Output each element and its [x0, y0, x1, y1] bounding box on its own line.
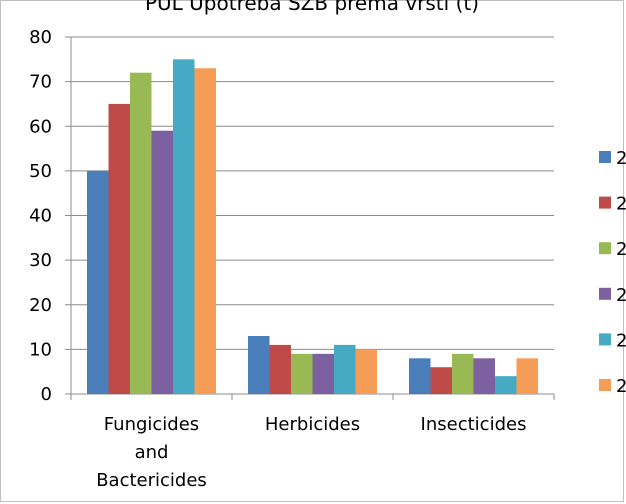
- bar: [516, 358, 538, 394]
- y-tick-label: 10: [29, 339, 52, 360]
- bar: [108, 103, 130, 394]
- bar: [130, 72, 152, 394]
- legend-label: 2: [616, 239, 626, 260]
- legend-label: 2: [616, 330, 626, 351]
- y-tick-label: 50: [29, 161, 52, 182]
- y-tick-label: 20: [29, 295, 52, 316]
- y-tick-label: 70: [29, 72, 52, 93]
- bar: [355, 349, 377, 394]
- legend-label: 2: [616, 376, 626, 397]
- bar: [430, 367, 452, 394]
- category-label: Insecticides: [421, 414, 527, 435]
- bar: [452, 353, 474, 394]
- legend-label: 2: [616, 194, 626, 215]
- legend-swatch: [599, 151, 611, 163]
- bar: [173, 59, 195, 394]
- category-label: and: [135, 442, 169, 463]
- legend-swatch: [599, 196, 611, 209]
- y-tick-label: 60: [29, 116, 52, 137]
- chart-title: PUL Upotreba SZB prema vrsti (t): [145, 0, 479, 15]
- legend-label: 2: [616, 148, 626, 169]
- bar: [495, 376, 517, 394]
- category-label: Fungicides: [104, 414, 199, 435]
- bar: [312, 353, 334, 394]
- y-tick-label: 80: [29, 27, 52, 48]
- category-label: Herbicides: [265, 414, 360, 435]
- legend-label: 2: [616, 285, 626, 306]
- legend-swatch: [599, 379, 611, 391]
- bar: [291, 353, 313, 394]
- bar: [334, 344, 356, 394]
- bar: [194, 68, 216, 395]
- bar: [473, 358, 495, 394]
- bar: [248, 335, 270, 394]
- y-tick-label: 40: [29, 206, 52, 227]
- legend-swatch: [599, 333, 611, 346]
- bar: [409, 358, 431, 394]
- bar: [87, 170, 109, 394]
- legend-swatch: [599, 242, 611, 255]
- y-tick-label: 0: [41, 384, 52, 405]
- category-label: Bactericides: [96, 470, 207, 491]
- bar: [151, 130, 173, 394]
- legend-swatch: [599, 287, 611, 300]
- y-tick-label: 30: [29, 250, 52, 271]
- bar: [269, 344, 291, 394]
